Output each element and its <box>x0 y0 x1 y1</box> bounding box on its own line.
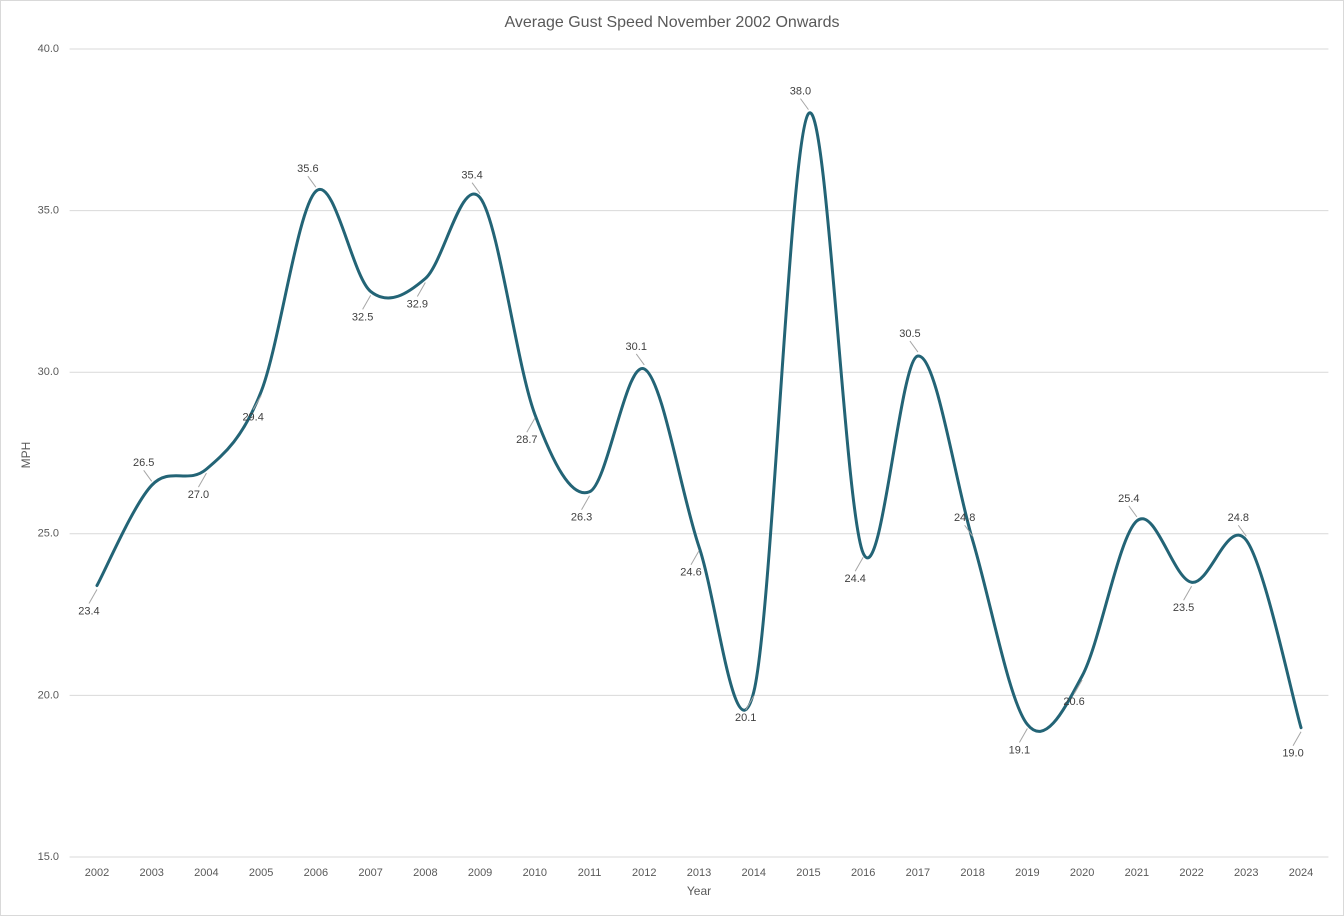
data-label: 30.1 <box>626 341 647 353</box>
data-label: 29.4 <box>242 411 263 423</box>
x-tick-label: 2023 <box>1234 867 1258 879</box>
y-axis-title: MPH <box>19 442 33 469</box>
leader-line <box>635 353 645 366</box>
data-label: 30.5 <box>899 328 920 340</box>
leader-line <box>1237 524 1247 537</box>
leader-line <box>745 695 755 711</box>
x-tick-label: 2014 <box>741 867 765 879</box>
data-label: 27.0 <box>188 489 209 501</box>
x-tick-label: 2024 <box>1289 867 1313 879</box>
leader-line <box>1018 728 1028 743</box>
data-label: 35.6 <box>297 163 318 175</box>
data-label: 25.4 <box>1118 493 1139 505</box>
x-tick-label: 2011 <box>578 867 602 879</box>
leader-line <box>1292 731 1302 746</box>
x-tick-label: 2006 <box>304 867 328 879</box>
data-label: 23.5 <box>1173 602 1194 614</box>
x-tick-label: 2015 <box>796 867 820 879</box>
data-label: 20.1 <box>735 712 756 724</box>
chart-title: Average Gust Speed November 2002 Onwards <box>504 14 839 31</box>
data-label: 32.5 <box>352 311 373 323</box>
x-tick-label: 2016 <box>851 867 875 879</box>
y-tick-label: 20.0 <box>38 689 59 701</box>
leader-line <box>581 495 590 511</box>
y-tick-label: 25.0 <box>38 528 59 540</box>
data-label: 20.6 <box>1063 696 1084 708</box>
data-label: 24.8 <box>1228 512 1249 524</box>
x-tick-label: 2012 <box>632 867 656 879</box>
leader-line <box>690 550 700 565</box>
x-tick-label: 2022 <box>1179 867 1203 879</box>
x-tick-label: 2019 <box>1015 867 1039 879</box>
leader-line <box>964 524 974 537</box>
x-tick-label: 2021 <box>1125 867 1149 879</box>
x-tick-label: 2003 <box>139 867 163 879</box>
x-tick-label: 2010 <box>523 867 547 879</box>
data-label: 24.8 <box>954 512 975 524</box>
leader-line <box>143 470 153 482</box>
leader-line <box>416 282 426 297</box>
y-tick-label: 40.0 <box>38 43 59 55</box>
x-tick-label: 2002 <box>85 867 109 879</box>
data-label: 19.0 <box>1282 748 1303 760</box>
leader-line <box>854 556 864 572</box>
x-tick-label: 2007 <box>358 867 382 879</box>
y-tick-label: 15.0 <box>38 851 59 863</box>
x-tick-label: 2008 <box>413 867 437 879</box>
leader-line <box>471 182 481 194</box>
y-tick-label: 30.0 <box>38 366 59 378</box>
data-label: 35.4 <box>461 170 482 182</box>
leader-line <box>197 472 207 488</box>
x-axis-title: Year <box>687 884 711 898</box>
leader-line <box>1128 505 1138 518</box>
data-label: 19.1 <box>1009 744 1030 756</box>
data-label: 24.6 <box>680 567 701 579</box>
x-tick-label: 2017 <box>906 867 930 879</box>
data-label: 24.4 <box>844 573 865 585</box>
leader-line <box>526 417 536 433</box>
leader-line <box>800 98 809 110</box>
leader-line <box>252 395 262 410</box>
data-label: 38.0 <box>790 86 811 98</box>
x-tick-label: 2018 <box>960 867 984 879</box>
data-label: 28.7 <box>516 434 537 446</box>
leader-line <box>909 340 919 353</box>
leader-line <box>88 589 98 604</box>
data-label: 26.5 <box>133 457 154 469</box>
x-tick-label: 2013 <box>687 867 711 879</box>
x-tick-label: 2009 <box>468 867 492 879</box>
x-tick-label: 2004 <box>194 867 218 879</box>
leader-line <box>362 295 372 310</box>
x-tick-label: 2020 <box>1070 867 1094 879</box>
data-label: 26.3 <box>571 512 592 524</box>
data-line <box>95 111 1303 733</box>
leader-line <box>1073 679 1083 695</box>
x-tick-label: 2005 <box>249 867 273 879</box>
leader-line <box>1183 586 1193 601</box>
data-label: 32.9 <box>407 298 428 310</box>
leader-line <box>307 175 317 188</box>
y-tick-label: 35.0 <box>38 205 59 217</box>
data-label: 23.4 <box>78 605 99 617</box>
